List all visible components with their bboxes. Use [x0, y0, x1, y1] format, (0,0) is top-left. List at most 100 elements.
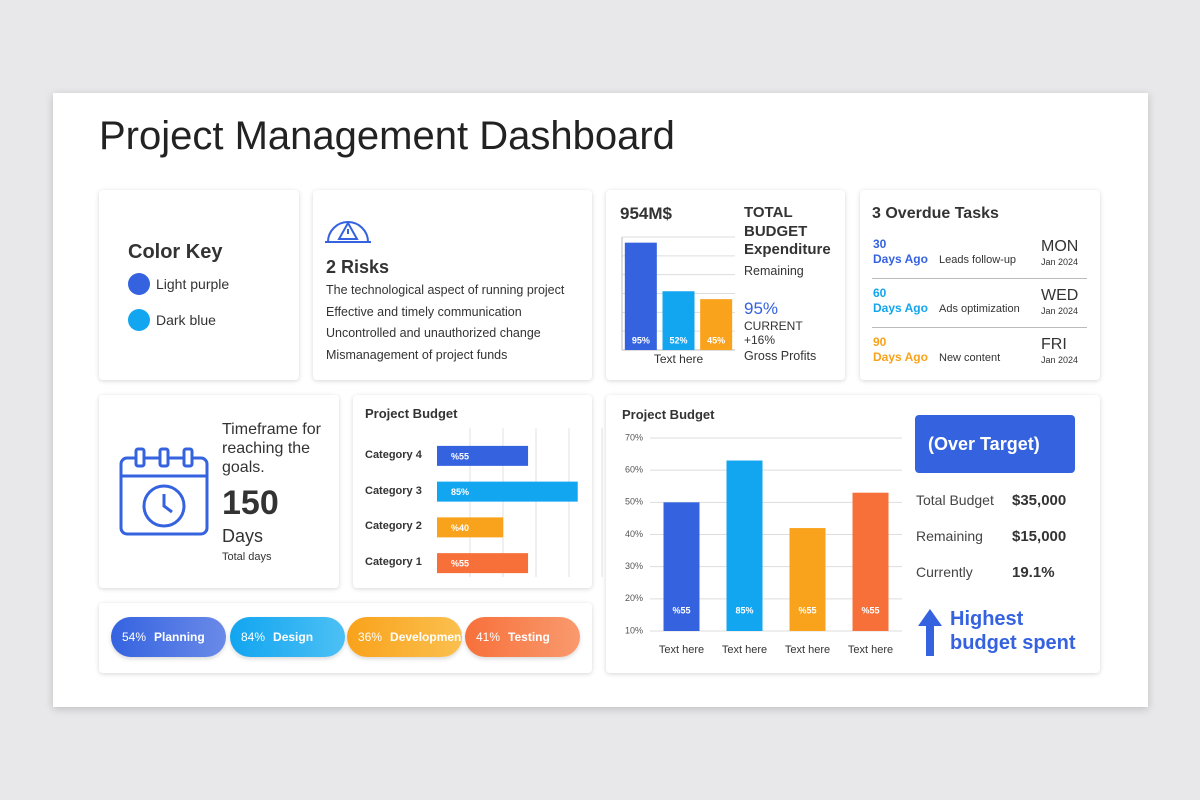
timeframe-unit: Days	[222, 526, 264, 546]
detail-label: Remaining	[916, 528, 983, 544]
current-value: +16%	[744, 333, 776, 347]
task-date: Jan 2024	[1041, 257, 1079, 267]
chart-title: Project Budget	[622, 407, 715, 422]
timeframe-text: Timeframe for reaching the goals.	[222, 421, 321, 476]
x-tick-label: Text here	[722, 644, 767, 656]
risk-icon	[325, 220, 371, 243]
bar	[437, 517, 504, 538]
note: Highest budget spent	[950, 608, 1076, 654]
calendar-ring	[158, 447, 170, 468]
value-label: %40	[451, 523, 469, 533]
phase-percent: 41%	[476, 630, 501, 644]
bar-label: 52%	[669, 335, 687, 345]
detail-label: Currently	[916, 564, 973, 580]
category-label: Category 3	[365, 484, 422, 497]
value-label: %55	[451, 559, 469, 569]
weekday: WED	[1041, 287, 1079, 304]
bar-label: 95%	[632, 335, 650, 345]
color-dot	[128, 309, 150, 331]
y-tick-label: 50%	[625, 497, 643, 507]
calendar-icon	[119, 447, 209, 536]
value-label: 85%	[451, 487, 469, 497]
bar-label: 45%	[707, 335, 725, 345]
bar	[700, 299, 733, 350]
overdue-card	[860, 190, 1100, 380]
bar-label: %55	[861, 605, 879, 615]
detail-label: Total Budget	[916, 492, 994, 508]
timeframe-caption: Total days	[222, 551, 272, 563]
overdue-title: 3 Overdue Tasks	[872, 205, 999, 222]
phase-pill: 41% Testing	[465, 617, 580, 657]
warning-triangle	[337, 220, 359, 240]
bar	[662, 291, 695, 350]
separator	[872, 278, 1087, 279]
bar	[789, 528, 826, 631]
task-date: Jan 2024	[1041, 355, 1079, 365]
phase-pill: 54% Planning	[111, 617, 226, 657]
remaining-value: 95%	[744, 299, 779, 318]
category-label: Category 1	[365, 556, 422, 569]
risk-item: Uncontrolled and unauthorized change	[326, 326, 541, 341]
y-tick-label: 20%	[625, 593, 643, 603]
task-date: Jan 2024	[1041, 306, 1079, 316]
calendar-ring	[182, 447, 194, 468]
days-label: Days Ago	[873, 301, 928, 315]
phase-percent: 36%	[358, 630, 383, 644]
clock-hands	[162, 494, 173, 514]
clock	[142, 484, 186, 528]
timeframe-number: 150	[222, 484, 279, 522]
risk-item: Effective and timely communication	[326, 304, 522, 319]
up-arrow	[918, 609, 942, 656]
bar	[624, 242, 657, 350]
days-number: 90	[873, 335, 887, 349]
chart-title: Project Budget	[365, 406, 458, 421]
risk-item: Mismanagement of project funds	[326, 348, 508, 363]
bar	[852, 492, 889, 631]
y-tick-label: 40%	[625, 529, 643, 539]
separator	[872, 327, 1087, 328]
detail-value: 19.1%	[1012, 564, 1055, 581]
page-title: Project Management Dashboard	[99, 114, 675, 158]
phase-name: Design	[273, 630, 314, 644]
color-dot	[128, 273, 150, 295]
phase-percent: 84%	[241, 630, 266, 644]
y-tick-label: 60%	[625, 465, 643, 475]
days-label: Days Ago	[873, 350, 928, 364]
category-label: Category 4	[365, 448, 422, 461]
bar-label: %55	[672, 605, 690, 615]
budget-amount: 954M$	[620, 204, 672, 223]
color-key-label: Light purple	[156, 276, 230, 292]
risks-card	[313, 190, 592, 380]
color-key-label: Dark blue	[156, 312, 216, 328]
bar	[726, 460, 763, 631]
color-key-title: Color Key	[128, 241, 223, 263]
phase-name: Development	[390, 630, 466, 644]
y-tick-label: 10%	[625, 625, 643, 635]
risks-title: 2 Risks	[326, 257, 390, 277]
days-label: Days Ago	[873, 252, 928, 266]
arrow-shape	[918, 609, 942, 656]
phase-percent: 54%	[122, 630, 147, 644]
x-tick-label: Text here	[659, 644, 704, 656]
remaining-label: Remaining	[744, 264, 804, 278]
weekday: MON	[1041, 238, 1079, 255]
x-axis-label: Text here	[654, 352, 704, 366]
bar	[437, 553, 529, 574]
phase-name: Planning	[154, 630, 205, 644]
bar	[437, 481, 578, 502]
category-label: Category 2	[365, 520, 422, 533]
status-button: (Over Target)	[915, 415, 1075, 473]
task-name: New content	[939, 352, 1001, 364]
phase-pill: 84% Design	[230, 617, 345, 657]
profit-label: Gross Profits	[744, 349, 817, 363]
weekday: FRI	[1041, 336, 1067, 353]
detail-value: $35,000	[1012, 492, 1067, 509]
bar-label: 85%	[735, 605, 753, 615]
x-tick-label: Text here	[848, 644, 893, 656]
task-name: Leads follow-up	[939, 254, 1017, 266]
days-number: 60	[873, 286, 887, 300]
phase-name: Testing	[508, 630, 550, 644]
risk-item: The technological aspect of running proj…	[326, 283, 565, 297]
